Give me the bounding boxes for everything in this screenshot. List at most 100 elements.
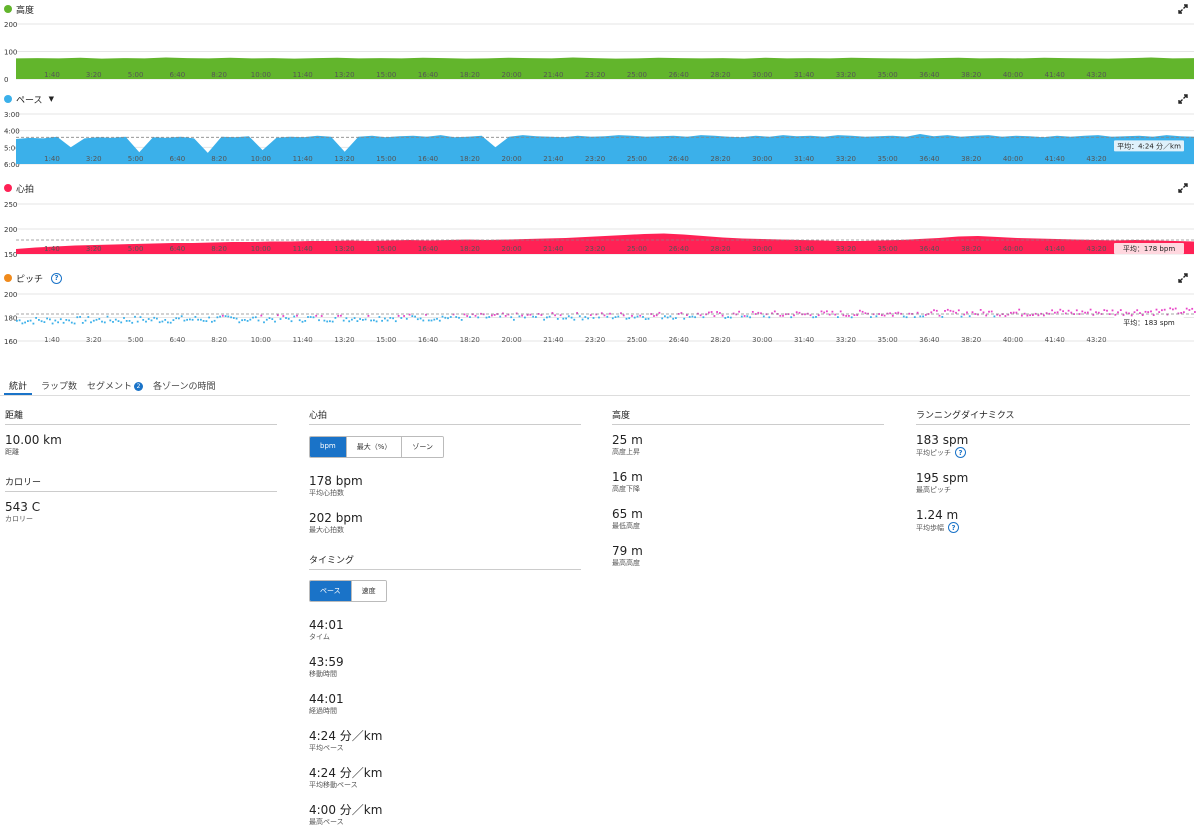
cadence-point: [384, 317, 386, 320]
cadence-point: [793, 314, 795, 317]
cadence-point: [732, 312, 735, 315]
cadence-point: [935, 309, 938, 312]
tab-segments[interactable]: セグメント 2: [87, 379, 144, 392]
heart-section-title: 心拍: [309, 408, 581, 425]
cadence-point: [721, 314, 724, 317]
cadence-point: [493, 314, 496, 316]
x-tick-label: 25:00: [627, 155, 647, 163]
cadence-point: [576, 312, 578, 314]
x-tick-label: 33:20: [836, 245, 856, 253]
cadence-point: [1128, 312, 1130, 315]
cadence-point: [1119, 309, 1122, 311]
cadence-point: [1136, 309, 1139, 312]
cadence-point: [263, 321, 265, 324]
cadence-point: [131, 321, 134, 324]
expand-icon[interactable]: [1178, 183, 1188, 193]
cadence-point: [724, 317, 727, 319]
cadence-point: [65, 319, 68, 321]
stat-max-heart: 202 bpm 最大心拍数: [309, 511, 581, 535]
cadence-point: [32, 322, 35, 325]
x-tick-label: 5:00: [128, 336, 144, 344]
toggle-speed[interactable]: 速度: [351, 581, 386, 601]
cadence-point: [304, 320, 307, 322]
tab-laps[interactable]: ラップ数: [41, 382, 78, 392]
cadence-point: [16, 319, 18, 322]
x-tick-label: 15:00: [376, 71, 396, 79]
x-tick-label: 35:00: [878, 245, 898, 253]
cadence-point: [1122, 314, 1125, 316]
cadence-point: [353, 317, 356, 319]
cadence-point: [370, 319, 372, 322]
x-tick-label: 35:00: [878, 336, 898, 344]
x-tick-label: 13:20: [334, 336, 354, 344]
cadence-plot[interactable]: 200 180 160 平均：183 spm 1:40 3:20 5:00 6:40 8:20 1…: [0, 271, 1200, 349]
cadence-point: [268, 317, 271, 319]
toggle-zone[interactable]: ゾーン: [402, 437, 444, 457]
cadence-point: [875, 315, 878, 318]
x-tick-label: 15:00: [376, 245, 396, 253]
cadence-point: [279, 318, 282, 320]
heart-chart-title: 心拍: [16, 184, 35, 195]
x-tick-label: 40:00: [1003, 245, 1023, 253]
heart-plot[interactable]: 250 200 150 平均：178 bpm 1:40 3:20 5:00 6:40 8:20 1…: [0, 181, 1200, 257]
toggle-max-percent[interactable]: 最大（%）: [346, 437, 403, 457]
tab-segments-label: セグメント: [87, 382, 133, 392]
cadence-point: [403, 315, 405, 317]
cadence-point: [81, 322, 84, 324]
stat-label-row: 平均ピッチ?: [916, 447, 1190, 458]
cadence-point: [367, 315, 370, 317]
x-tick-label: 21:40: [543, 71, 563, 79]
cadence-point: [848, 315, 850, 317]
pace-dropdown-caret-icon[interactable]: ▼: [48, 95, 54, 103]
stat-label: 高度上昇: [612, 448, 640, 456]
cadence-point: [853, 314, 856, 316]
x-tick-label: 41:40: [1045, 155, 1065, 163]
tab-zones[interactable]: 各ゾーンの時間: [153, 382, 216, 392]
toggle-bpm[interactable]: bpm: [310, 437, 347, 457]
x-tick-label: 10:00: [251, 245, 271, 253]
cadence-point: [40, 320, 43, 323]
cadence-point: [581, 318, 584, 321]
cadence-point: [491, 314, 493, 317]
cadence-point: [1163, 308, 1166, 311]
x-tick-label: 41:40: [1045, 245, 1065, 253]
x-tick-label: 41:40: [1045, 71, 1065, 79]
tab-stats[interactable]: 統計: [9, 382, 28, 392]
cadence-point: [1010, 311, 1012, 314]
cadence-point: [823, 311, 826, 314]
pace-plot[interactable]: 3:00 4:00 5:00 6:00 平均：4:24 分／km 1:40 3:20 5:00…: [0, 92, 1200, 168]
cadence-point: [603, 314, 606, 317]
x-tick-label: 6:40: [169, 71, 185, 79]
x-tick-label: 6:40: [169, 155, 185, 163]
elevation-plot[interactable]: 200 100 0 1:40 3:20 5:00 6:40 8:20 10:00 11:40 13:…: [0, 2, 1200, 82]
help-icon[interactable]: ?: [955, 447, 966, 458]
stat-calories: 543 C カロリー: [5, 500, 277, 524]
cadence-point: [762, 315, 765, 318]
stats-column-3: 高度 25 m 高度上昇 16 m 高度下降 65 m 最低高度 79 m 最高高度: [612, 408, 884, 581]
help-icon[interactable]: ?: [51, 272, 63, 284]
cadence-point: [90, 321, 92, 324]
cadence-point: [551, 312, 554, 314]
expand-icon[interactable]: [1178, 4, 1188, 14]
toggle-pace[interactable]: ペース: [310, 581, 352, 601]
cadence-point: [606, 315, 609, 318]
cadence-point: [1089, 308, 1092, 311]
cadence-point: [861, 310, 864, 313]
cadence-point: [241, 319, 243, 322]
cadence-point: [375, 320, 378, 323]
cadence-point: [990, 310, 993, 313]
x-tick-label: 31:40: [794, 155, 814, 163]
cadence-point: [427, 319, 430, 322]
cadence-point: [883, 314, 886, 317]
cadence-point: [246, 320, 249, 322]
cadence-point: [1048, 312, 1051, 315]
cadence-point: [296, 314, 298, 317]
x-tick-label: 13:20: [334, 155, 354, 163]
expand-icon[interactable]: [1178, 94, 1188, 104]
cadence-point: [169, 321, 172, 324]
expand-icon[interactable]: [1178, 273, 1188, 283]
cadence-point: [444, 316, 447, 319]
cadence-point: [828, 313, 831, 316]
cadence-point: [1064, 312, 1067, 315]
help-icon[interactable]: ?: [948, 522, 959, 533]
